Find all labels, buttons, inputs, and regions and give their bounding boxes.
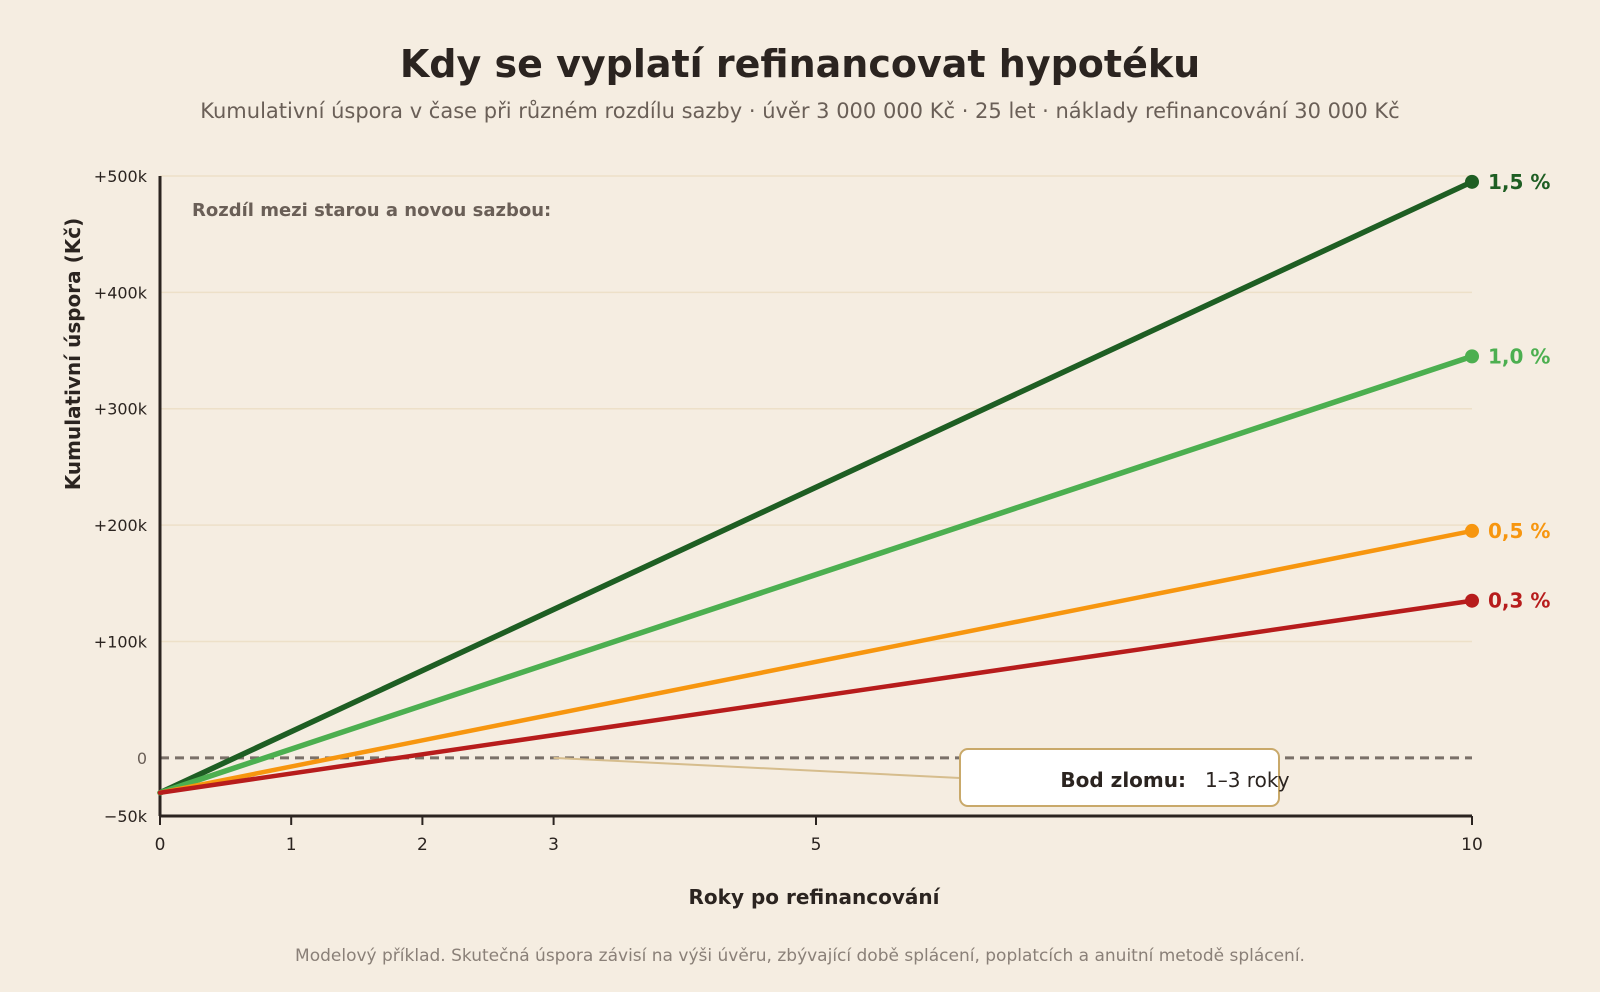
- series-label: 1,0 %: [1488, 344, 1550, 368]
- x-tick-label: 2: [417, 835, 428, 855]
- y-tick-label: +500k: [94, 167, 148, 186]
- series-line: [157, 353, 1475, 796]
- y-tick-label: +200k: [94, 516, 148, 535]
- series-line: [157, 179, 1475, 796]
- series-end-marker: [1465, 174, 1479, 189]
- series-label: 0,3 %: [1488, 589, 1550, 613]
- grid-lines: [160, 175, 1472, 643]
- legend-title: Rozdíl mezi starou a novou sazbou:: [192, 200, 551, 221]
- x-tick-label: 5: [811, 835, 822, 855]
- series-lines: 1,5 % 1,0 % 0,5 % 0,3 %: [157, 170, 1550, 796]
- series-label: 1,5 %: [1488, 170, 1550, 194]
- x-tick-label: 1: [286, 835, 297, 855]
- series-end-marker: [1465, 349, 1479, 364]
- chart-title: Kdy se vyplatí refinancovat hypotéku: [400, 42, 1200, 86]
- series-line: [157, 598, 1475, 795]
- y-tick-label: +100k: [94, 632, 148, 651]
- series-line: [157, 528, 1475, 795]
- series-end-marker: [1465, 523, 1479, 538]
- y-tick-label: −50k: [104, 807, 148, 826]
- x-tick-label: 0: [155, 835, 166, 855]
- x-axis-label: Roky po refinancování: [689, 885, 941, 909]
- callout-bold-label: Bod zlomu:: [1060, 768, 1186, 792]
- footnote: Modelový příklad. Skutečná úspora závisí…: [295, 946, 1305, 966]
- y-tick-label: 0: [137, 749, 147, 768]
- chart-subtitle: Kumulativní úspora v čase při různém roz…: [200, 99, 1399, 123]
- x-tick-label: 10: [1461, 835, 1483, 855]
- x-tick-label: 3: [548, 835, 559, 855]
- y-axis-label: Kumulativní úspora (Kč): [61, 218, 85, 490]
- series-label: 0,5 %: [1488, 519, 1550, 543]
- x-axis-ticks: 0 1 2 3 5 10: [155, 816, 1483, 855]
- callout-box: [959, 748, 1280, 807]
- series-end-marker: [1465, 593, 1479, 608]
- callout-value: 1–3 roky: [1205, 768, 1290, 792]
- y-tick-label: +300k: [94, 400, 148, 419]
- y-tick-label: +400k: [94, 283, 148, 302]
- y-axis-ticks: −50k 0 +100k +200k +300k +400k +500k: [94, 167, 148, 826]
- breakeven-callout: Bod zlomu: 1–3 roky: [959, 748, 1290, 807]
- callout-connector-line: [553, 756, 961, 779]
